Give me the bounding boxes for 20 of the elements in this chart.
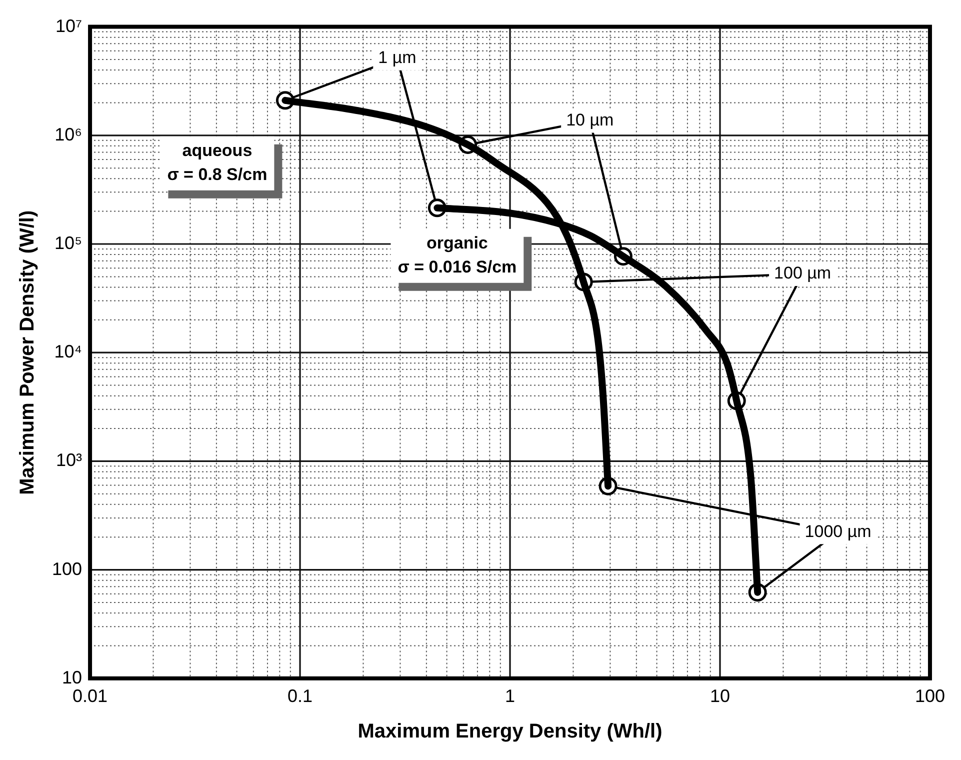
text: aqueous σ = 0.8 S/cm (167, 141, 268, 184)
x-tick-label: 1 (505, 686, 516, 706)
y-tick-label: 10³ (56, 450, 82, 470)
y-axis-title: Maximum Power Density (W/l) (16, 210, 39, 495)
annotation: 1000 µm (804, 522, 872, 541)
y-tick-label: 10⁴ (54, 342, 82, 362)
y-tick-label: 10⁵ (54, 232, 82, 253)
y-tick-label: 10⁶ (54, 124, 82, 144)
x-axis-title: Maximum Energy Density (Wh/l) (358, 720, 662, 743)
x-tick-label: 0.01 (72, 686, 108, 706)
annotation: 1 µm (378, 48, 416, 68)
annotation: 100 µm (774, 264, 832, 283)
series-label: organic σ = 0.016 S/cm (398, 234, 517, 277)
y-tick-label: 10 (62, 667, 82, 688)
x-tick-label: 0.1 (288, 686, 313, 706)
x-tick-label: 10 (710, 686, 730, 706)
y-tick-label: 100 (52, 558, 82, 579)
y-tick-label: 10⁷ (55, 16, 82, 36)
x-tick-label: 100 (914, 686, 946, 706)
annotation: 10 µm (566, 110, 614, 130)
